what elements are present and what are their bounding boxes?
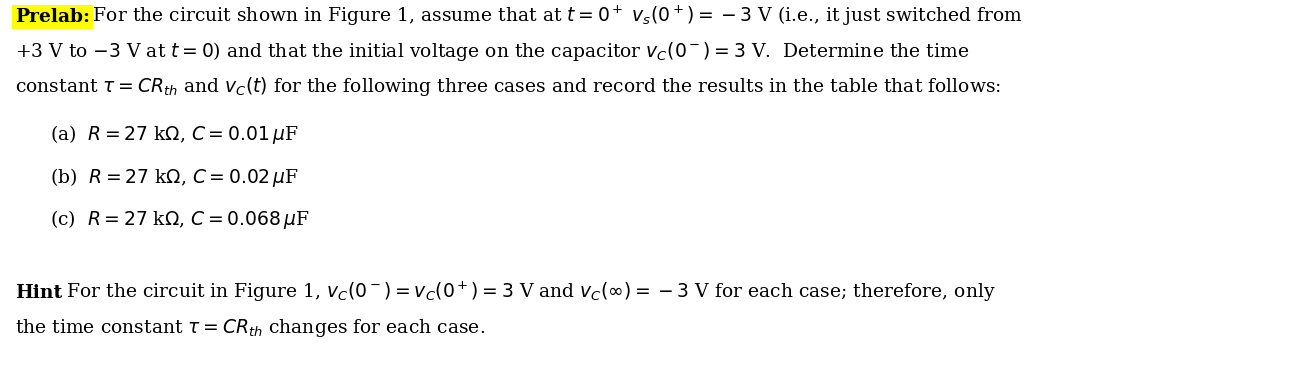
Text: constant $\tau = CR_{th}$ and $v_C(t)$ for the following three cases and record : constant $\tau = CR_{th}$ and $v_C(t)$ f…	[14, 75, 1001, 98]
Text: the time constant $\tau = CR_{th}$ changes for each case.: the time constant $\tau = CR_{th}$ chang…	[14, 317, 485, 339]
Text: : For the circuit in Figure 1, $v_C(0^-) = v_C(0^+) = 3$ V and $v_C(\infty) = -3: : For the circuit in Figure 1, $v_C(0^-)…	[54, 280, 996, 304]
Text: Hint: Hint	[14, 284, 63, 302]
Text: For the circuit shown in Figure 1, assume that at $t = 0^+$ $v_s(0^+) = -3$ V (i: For the circuit shown in Figure 1, assum…	[86, 4, 1023, 28]
Text: +3 V to $-3$ V at $t = 0$) and that the initial voltage on the capacitor $v_C(0^: +3 V to $-3$ V at $t = 0$) and that the …	[14, 40, 969, 63]
Text: (a)  $R = 27$ k$\Omega$, $C = 0.01\,\mu$F: (a) $R = 27$ k$\Omega$, $C = 0.01\,\mu$F	[50, 123, 299, 146]
Text: (b)  $R = 27$ k$\Omega$, $C = 0.02\,\mu$F: (b) $R = 27$ k$\Omega$, $C = 0.02\,\mu$F	[50, 166, 299, 189]
Text: (c)  $R = 27$ k$\Omega$, $C = 0.068\,\mu$F: (c) $R = 27$ k$\Omega$, $C = 0.068\,\mu$…	[50, 208, 309, 231]
Text: Prelab:: Prelab:	[14, 8, 90, 26]
